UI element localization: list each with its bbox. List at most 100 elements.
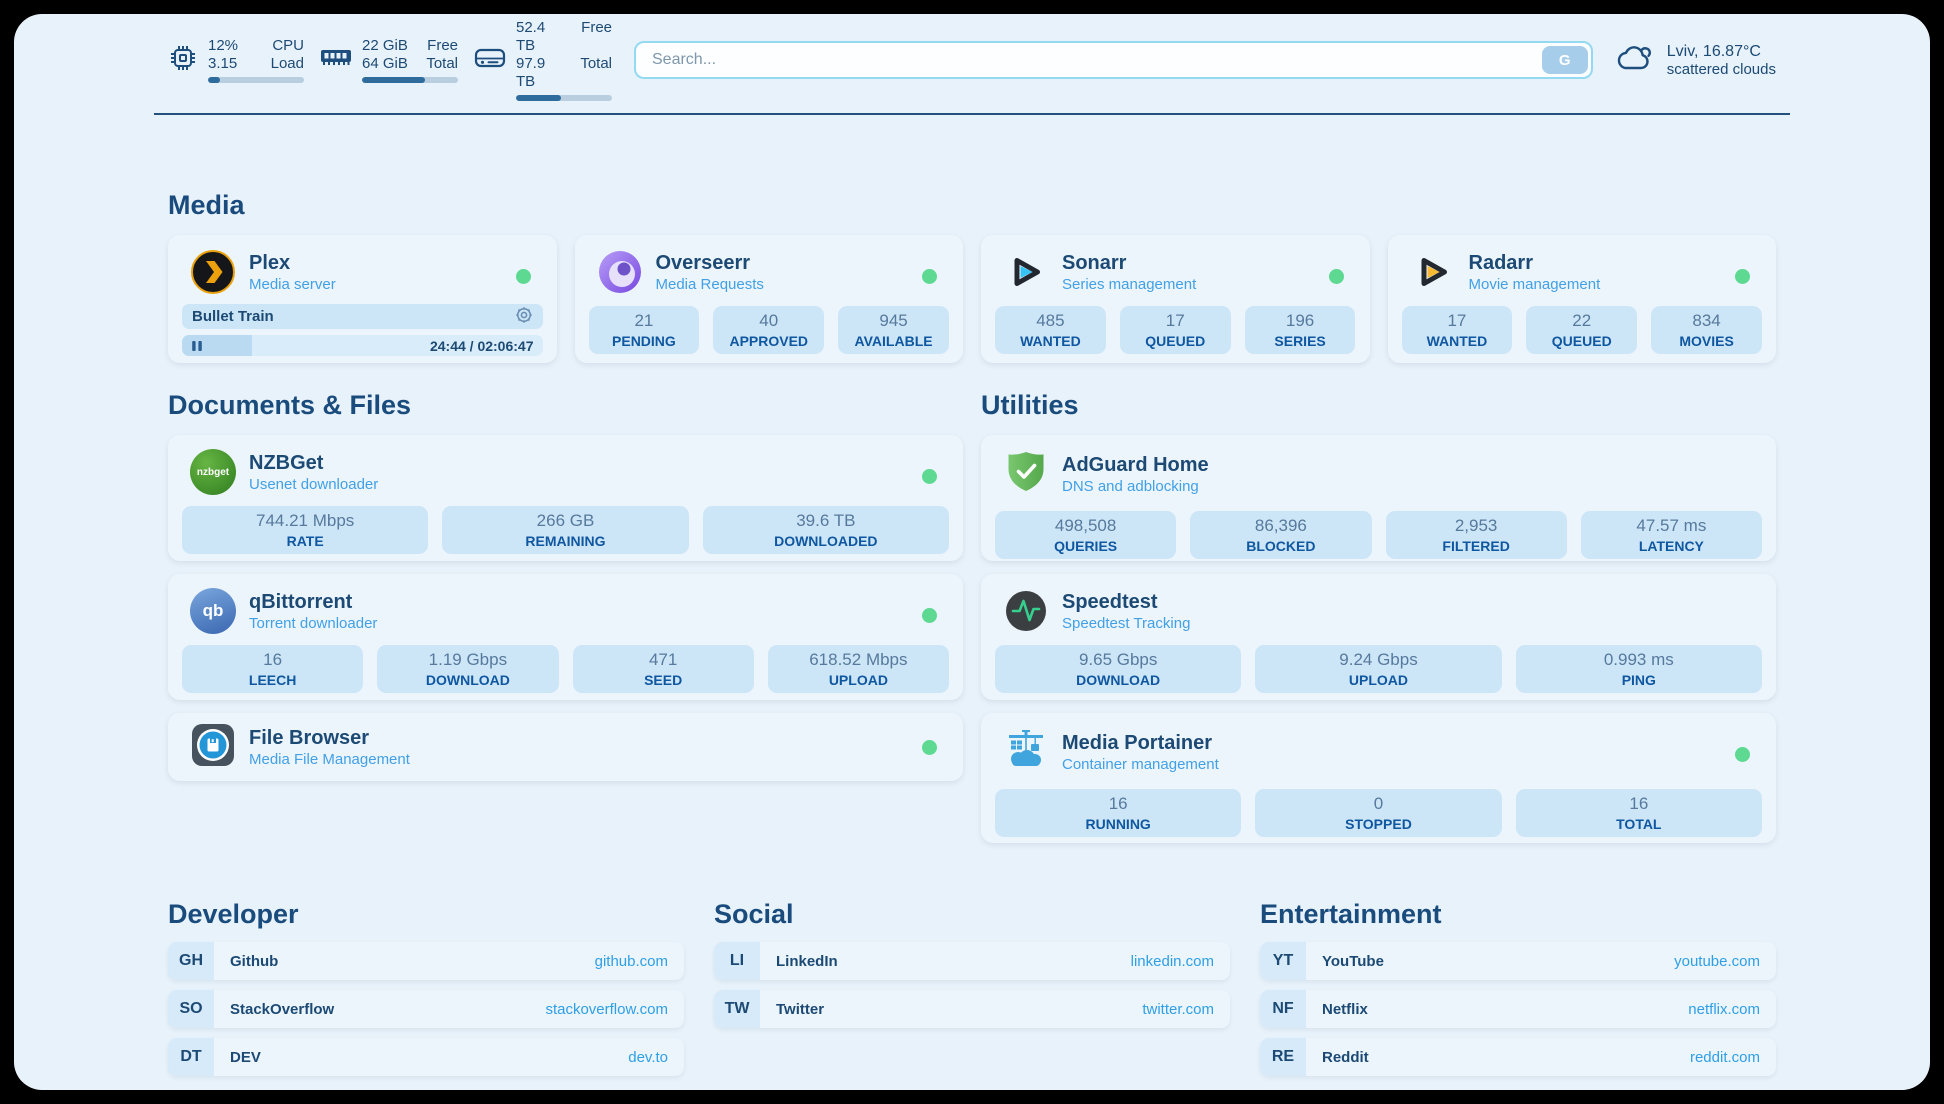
stat-tile: 16 LEECH xyxy=(182,645,364,693)
ram-icon xyxy=(320,47,352,74)
status-dot xyxy=(922,269,937,284)
app-card-portainer[interactable]: Media Portainer Container management 16 … xyxy=(981,713,1776,843)
ram-free: 22 GiB xyxy=(362,37,408,54)
cpu-percent: 12% xyxy=(208,37,239,54)
stat-tile: 0.993 ms PING xyxy=(1515,645,1762,693)
bookmark-url: reddit.com xyxy=(1689,1048,1760,1066)
nzbget-icon: nzbget xyxy=(190,449,236,495)
status-dot xyxy=(515,269,531,284)
app-card-speedtest[interactable]: Speedtest Speedtest Tracking 9.65 Gbps D… xyxy=(981,574,1776,700)
bookmark-twitter[interactable]: TW Twitter twitter.com xyxy=(714,990,1230,1028)
bookmark-name: StackOverflow xyxy=(230,1000,335,1018)
cpu-load: 3.15 xyxy=(208,55,238,72)
cpu-widget: 12% CPU 3.15 Load xyxy=(168,37,304,83)
stat-tile: 485 WANTED xyxy=(995,306,1106,354)
stat-tile: 498,508 QUERIES xyxy=(995,511,1177,559)
bookmark-url: netflix.com xyxy=(1688,1000,1760,1018)
bookmark-name: LinkedIn xyxy=(776,952,838,970)
stat-tile: 39.6 TB DOWNLOADED xyxy=(702,506,949,554)
overseerr-icon xyxy=(597,249,643,295)
now-playing-title: Bullet Train xyxy=(192,308,274,325)
header: 12% CPU 3.15 Load xyxy=(168,19,1776,101)
search-engine-button[interactable]: G xyxy=(1541,46,1588,74)
app-card-plex[interactable]: Plex Media server Bullet Train xyxy=(168,235,557,363)
stat-tile: 0 STOPPED xyxy=(1255,789,1502,837)
bookmark-abbr: YT xyxy=(1260,942,1306,980)
bookmark-abbr: GH xyxy=(168,942,214,980)
stat-tile: 17 WANTED xyxy=(1401,306,1513,354)
dashboard-panel: 12% CPU 3.15 Load xyxy=(14,14,1930,1090)
app-card-overseerr[interactable]: Overseerr Media Requests 21 PENDING 40 A… xyxy=(574,235,963,363)
bookmark-abbr: SO xyxy=(168,990,214,1028)
bookmark-name: YouTube xyxy=(1322,952,1384,970)
stat-tile: 16 TOTAL xyxy=(1515,789,1762,837)
search-input[interactable] xyxy=(636,51,1542,69)
stat-tile: 618.52 Mbps UPLOAD xyxy=(767,645,949,693)
bookmark-abbr: TW xyxy=(714,990,760,1028)
app-card-filebrowser[interactable]: File Browser Media File Management xyxy=(168,713,963,781)
pause-icon[interactable] xyxy=(191,340,203,352)
app-description: Usenet downloader xyxy=(249,475,379,493)
app-card-sonarr[interactable]: Sonarr Series management 485 WANTED 17 Q… xyxy=(981,235,1370,363)
plex-icon xyxy=(190,249,236,295)
ram-progress-bar xyxy=(362,77,458,83)
bookmark-abbr: DT xyxy=(168,1038,214,1076)
bookmark-url: youtube.com xyxy=(1674,952,1760,970)
ram-label2: Total xyxy=(426,55,458,72)
bookmark-reddit[interactable]: RE Reddit reddit.com xyxy=(1260,1038,1776,1076)
bookmarks-entertainment: Entertainment YT YouTube youtube.com NF … xyxy=(1260,898,1776,1086)
status-dot xyxy=(1735,747,1750,762)
search-bar: G xyxy=(634,41,1593,79)
app-card-nzbget[interactable]: nzbget NZBGet Usenet downloader 744.21 M… xyxy=(168,435,963,561)
stat-tile: 16 RUNNING xyxy=(995,789,1242,837)
speedtest-icon xyxy=(1003,588,1049,634)
bookmark-abbr: LI xyxy=(714,942,760,980)
app-name: Sonarr xyxy=(1062,251,1127,274)
cloud-icon xyxy=(1615,43,1655,78)
bookmark-youtube[interactable]: YT YouTube youtube.com xyxy=(1260,942,1776,980)
bookmark-url: twitter.com xyxy=(1142,1000,1214,1018)
stat-tile: 9.24 Gbps UPLOAD xyxy=(1255,645,1502,693)
section-title-entertainment: Entertainment xyxy=(1260,899,1442,929)
app-description: Movie management xyxy=(1468,275,1601,293)
bookmark-stackoverflow[interactable]: SO StackOverflow stackoverflow.com xyxy=(168,990,684,1028)
stat-tile: 22 QUEUED xyxy=(1526,306,1638,354)
bookmark-url: dev.to xyxy=(628,1048,668,1066)
app-name: qBittorrent xyxy=(249,590,353,613)
status-dot xyxy=(1735,269,1750,284)
bookmark-github[interactable]: GH Github github.com xyxy=(168,942,684,980)
app-description: Series management xyxy=(1062,275,1197,293)
disk-label1: Free xyxy=(581,19,612,36)
app-description: Container management xyxy=(1062,756,1219,773)
section-title-media: Media xyxy=(168,190,245,220)
stat-tile: 744.21 Mbps RATE xyxy=(182,506,429,554)
weather-condition: scattered clouds xyxy=(1666,60,1776,78)
disk-label2: Total xyxy=(580,55,612,72)
cpu-progress-bar xyxy=(208,77,304,83)
stat-tile: 196 SERIES xyxy=(1244,306,1356,354)
bookmark-url: stackoverflow.com xyxy=(545,1000,668,1018)
bookmark-netflix[interactable]: NF Netflix netflix.com xyxy=(1260,990,1776,1028)
app-card-adguard[interactable]: AdGuard Home DNS and adblocking 498,508 … xyxy=(981,435,1776,561)
bookmark-name: Twitter xyxy=(776,1000,825,1018)
gear-icon[interactable] xyxy=(515,306,533,328)
disk-widget: 52.4 TB Free 97.9 TB Total xyxy=(474,19,612,101)
status-dot xyxy=(922,740,937,755)
disk-icon xyxy=(474,46,506,75)
qbittorrent-icon: qb xyxy=(190,588,236,634)
section-title-social: Social xyxy=(714,899,794,929)
disk-free: 52.4 TB xyxy=(516,19,546,54)
bookmark-linkedin[interactable]: LI LinkedIn linkedin.com xyxy=(714,942,1230,980)
app-name: AdGuard Home xyxy=(1062,454,1209,476)
app-card-radarr[interactable]: Radarr Movie management 17 WANTED 22 QUE… xyxy=(1387,235,1776,363)
bookmark-name: Reddit xyxy=(1322,1048,1369,1066)
bookmark-dev[interactable]: DT DEV dev.to xyxy=(168,1038,684,1076)
app-name: Radarr xyxy=(1468,251,1533,274)
app-description: Media server xyxy=(249,275,336,293)
cpu-label1: CPU xyxy=(272,37,304,54)
app-card-qbittorrent[interactable]: qb qBittorrent Torrent downloader 16 LEE… xyxy=(168,574,963,700)
app-description: Speedtest Tracking xyxy=(1062,614,1191,632)
bookmark-abbr: NF xyxy=(1260,990,1306,1028)
weather-widget: Lviv, 16.87°C scattered clouds xyxy=(1615,43,1776,78)
bookmark-name: Netflix xyxy=(1322,1000,1368,1018)
